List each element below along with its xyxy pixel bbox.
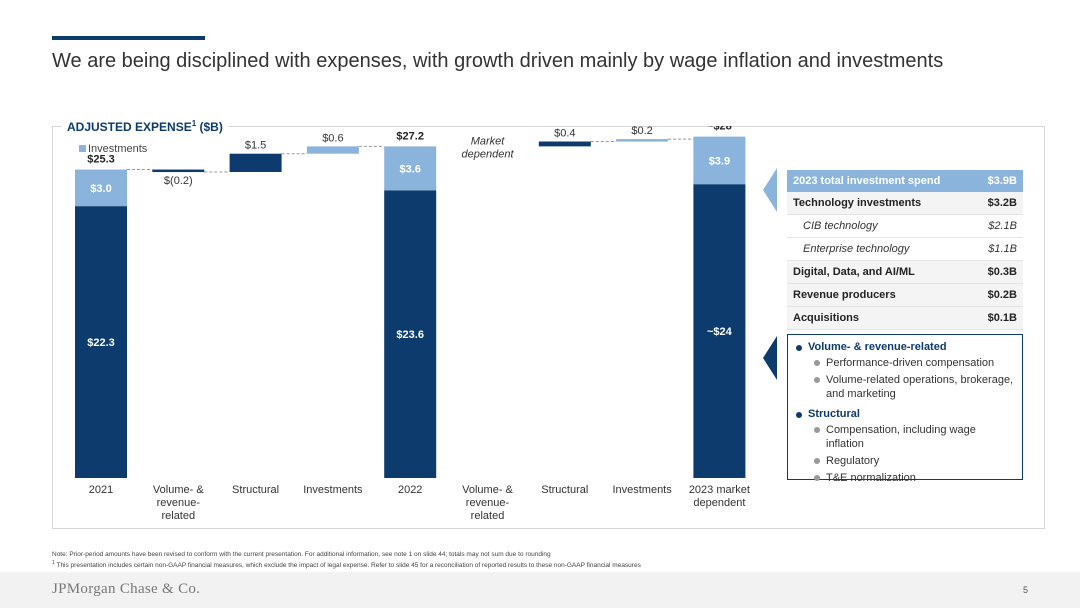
structural-item: Regulatory (794, 454, 1016, 468)
bar-delta (152, 169, 205, 173)
category-label: Structural (541, 484, 588, 496)
table-row: Revenue producers $0.2B (787, 283, 1023, 307)
table-row-value: $2.1B (974, 214, 1023, 238)
bar-delta-label: $0.4 (554, 128, 575, 140)
bar-delta-label: $0.2 (631, 126, 652, 137)
table-row-value: $0.2B (974, 283, 1023, 307)
bar-investment-label: $3.9 (709, 155, 730, 167)
table-row: CIB technology $2.1B (787, 214, 1023, 238)
table-row-value: $0.1B (974, 306, 1023, 330)
bar-base-label: ~$24 (707, 326, 733, 338)
table-row: Technology investments $3.2B (787, 192, 1023, 215)
bar-base (693, 184, 746, 478)
note-text: Note: Prior-period amounts have been rev… (52, 551, 551, 558)
bar-base (75, 206, 127, 478)
table-row-label: Enterprise technology (787, 237, 975, 261)
category-label: Investments (303, 484, 363, 496)
footnotes: Note: Prior-period amounts have been rev… (52, 550, 641, 570)
category-label: Structural (232, 484, 279, 496)
bar-delta-label: $(0.2) (164, 175, 193, 187)
volume-item: Performance-driven compensation (794, 356, 1016, 370)
table-row-label: Revenue producers (787, 283, 975, 307)
arrow-investments-icon (763, 168, 777, 212)
bar-total-label: $25.3 (87, 154, 115, 166)
table-row: Digital, Data, and AI/ML $0.3B (787, 260, 1023, 284)
bar-delta (306, 146, 359, 154)
table-row: Acquisitions $0.1B (787, 306, 1023, 330)
footnote-1: 1 This presentation includes certain non… (52, 560, 641, 570)
category-label: revenue- (466, 497, 510, 509)
waterfall-chart: Investments $22.3 $3.0 $25.3 $(0.2) $1.5 $0.6 $… (75, 126, 750, 522)
table-row-label: Acquisitions (787, 306, 975, 330)
bar-investment (693, 136, 746, 185)
table-row: Enterprise technology $1.1B (787, 237, 1023, 261)
category-label: revenue- (157, 497, 201, 509)
structural-item: T&E normalization (794, 471, 1016, 485)
arrow-drivers-icon (763, 336, 777, 380)
bar-investment-label: $3.6 (399, 163, 420, 175)
table-row-label: Technology investments (787, 192, 975, 215)
bar-delta-label: $1.5 (245, 140, 266, 152)
bar-investment (384, 146, 437, 191)
volume-item: Volume-related operations, brokerage, an… (794, 373, 1016, 401)
table-row-label: CIB technology (787, 214, 975, 238)
category-label: Volume- & (462, 484, 513, 496)
table-row-label: Digital, Data, and AI/ML (787, 260, 975, 284)
company-logo: JPMorgan Chase & Co. (52, 581, 201, 597)
legend-label: Investments (88, 143, 148, 155)
table-row-value: $3.9B (974, 170, 1023, 192)
bar-total-label: $27.2 (396, 130, 424, 142)
category-label: Volume- & (153, 484, 204, 496)
bar-total-label: ~$28 (707, 126, 732, 133)
category-label: related (471, 510, 505, 522)
structural-item: Compensation, including wage inflation (794, 423, 1016, 451)
category-label: Investments (612, 484, 672, 496)
category-label: 2023 market (689, 484, 750, 496)
bar-delta (616, 139, 669, 142)
bar-investment-label: $3.0 (90, 183, 111, 195)
table-row-value: $3.2B (974, 192, 1023, 215)
category-label: 2021 (89, 484, 113, 496)
category-label: related (161, 510, 195, 522)
legend-swatch (79, 145, 86, 152)
page-title: We are being disciplined with expenses, … (52, 50, 944, 72)
bar-delta-label: $0.6 (322, 132, 343, 144)
bar-delta (538, 141, 591, 147)
table-row-label: 2023 total investment spend (787, 170, 975, 192)
volume-related-heading: Volume- & revenue-related (794, 341, 1016, 353)
bar-investment (75, 169, 127, 207)
bar-text-label: dependent (462, 148, 515, 160)
footer-band (0, 572, 1080, 608)
category-label: 2022 (398, 484, 422, 496)
title-accent-bar (52, 36, 205, 40)
bar-base (384, 190, 437, 478)
page-number: 5 (1022, 585, 1028, 595)
bar-text-label: Market (471, 135, 506, 147)
bar-base-label: $22.3 (87, 337, 115, 349)
bar-delta (229, 153, 282, 172)
category-label: dependent (693, 497, 745, 509)
investment-spend-table: 2023 total investment spend $3.9B Technolo… (787, 170, 1023, 330)
chart-panel (52, 126, 1045, 529)
table-row-value: $0.3B (974, 260, 1023, 284)
section-label: ADJUSTED EXPENSE1 ($B) (62, 119, 228, 134)
expense-drivers-box: Volume- & revenue-related Performance-dr… (787, 334, 1023, 484)
bar-base-label: $23.6 (396, 329, 424, 341)
table-header-row: 2023 total investment spend $3.9B (787, 170, 1023, 192)
structural-heading: Structural (794, 408, 1016, 420)
table-row-value: $1.1B (974, 237, 1023, 261)
